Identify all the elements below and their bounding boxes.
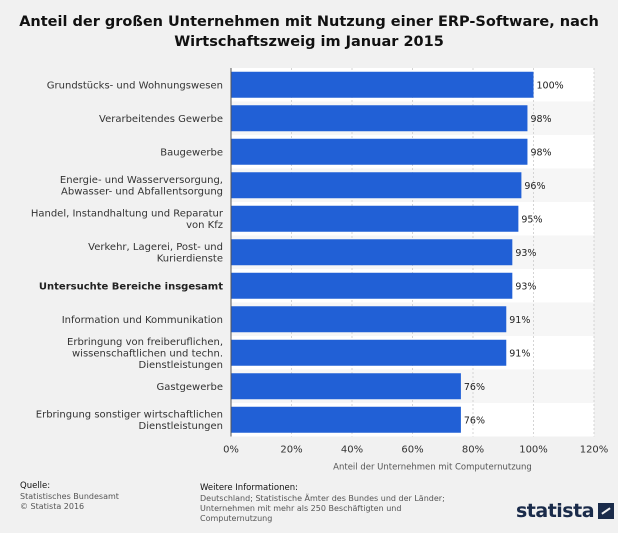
bar-0 bbox=[231, 71, 534, 98]
value-label-7: 91% bbox=[509, 315, 530, 326]
value-label-6: 93% bbox=[515, 281, 536, 292]
value-label-3: 96% bbox=[524, 181, 545, 192]
footer: Quelle: Statistisches Bundesamt © Statis… bbox=[0, 478, 618, 533]
category-label-9-0: Gastgewerbe bbox=[157, 382, 223, 393]
bar-9 bbox=[231, 373, 461, 400]
x-tick-labels: 0% 20% 40% 60% 80% 100% 120% bbox=[223, 445, 608, 456]
value-label-10: 76% bbox=[464, 415, 485, 426]
category-label-2-0: Baugewerbe bbox=[160, 147, 223, 158]
x-tick-label-2: 40% bbox=[341, 445, 363, 456]
category-label-8-2: Dienstleistungen bbox=[139, 360, 223, 371]
category-label-10-0: Erbringung sonstiger wirtschaftlichen bbox=[36, 410, 223, 421]
statista-logo-icon bbox=[598, 503, 615, 519]
bar-4 bbox=[231, 205, 519, 232]
category-label-5-0: Verkehr, Lagerei, Post- und bbox=[88, 242, 223, 253]
category-label-8-0: Erbringung von freiberuflichen, bbox=[67, 337, 223, 348]
category-label-6-0: Untersuchte Bereiche insgesamt bbox=[39, 281, 223, 292]
bars bbox=[231, 71, 534, 433]
value-label-0: 100% bbox=[537, 80, 564, 91]
x-tick-label-4: 80% bbox=[462, 445, 484, 456]
x-tick-label-5: 100% bbox=[519, 445, 548, 456]
bar-3 bbox=[231, 172, 522, 199]
source-label: Quelle: bbox=[20, 481, 51, 491]
bar-2 bbox=[231, 138, 528, 165]
statista-logo-text: statista bbox=[516, 500, 595, 522]
info-label: Weitere Informationen: bbox=[200, 483, 298, 493]
value-label-5: 93% bbox=[515, 248, 536, 259]
x-tick-label-1: 20% bbox=[280, 445, 302, 456]
value-label-9: 76% bbox=[464, 382, 485, 393]
category-label-3-1: Abwasser- und Abfallentsorgung bbox=[61, 187, 223, 198]
category-label-5-1: Kurierdienste bbox=[157, 254, 223, 265]
statista-logo[interactable]: statista bbox=[516, 498, 615, 524]
x-tick-label-0: 0% bbox=[223, 445, 239, 456]
chart-title-line-1: Anteil der großen Unternehmen mit Nutzun… bbox=[19, 14, 599, 30]
category-label-10-1: Dienstleistungen bbox=[139, 421, 223, 432]
x-tick-label-3: 60% bbox=[401, 445, 423, 456]
category-label-3-0: Energie- und Wasserversorgung, bbox=[60, 175, 223, 186]
chart-title: Anteil der großen Unternehmen mit Nutzun… bbox=[0, 12, 618, 52]
value-label-8: 91% bbox=[509, 348, 530, 359]
bar-8 bbox=[231, 339, 507, 366]
value-labels: 100% 98% 98% 96% 95% 93% 93% 91% 91% 76% 76% bbox=[464, 80, 564, 426]
category-label-8-1: wissenschaftlichen und techn. bbox=[72, 348, 223, 359]
bar-chart: 100% 98% 98% 96% 95% 93% 93% 91% 91% 76% 76% Grund… bbox=[31, 68, 608, 473]
value-label-4: 95% bbox=[521, 214, 542, 225]
source-line-1: Statistisches Bundesamt bbox=[20, 492, 119, 501]
x-tick-label-6: 120% bbox=[580, 445, 609, 456]
category-label-0-0: Grundstücks- und Wohnungswesen bbox=[47, 80, 223, 91]
chart-title-line-2: Wirtschaftszweig im Januar 2015 bbox=[174, 34, 444, 50]
bar-1 bbox=[231, 105, 528, 132]
category-label-1-0: Verarbeitendes Gewerbe bbox=[99, 114, 223, 125]
category-label-4-0: Handel, Instandhaltung und Reparatur bbox=[31, 209, 224, 220]
bar-10 bbox=[231, 406, 461, 433]
bar-6 bbox=[231, 272, 513, 299]
x-axis-label: Anteil der Unternehmen mit Computernutzu… bbox=[333, 463, 532, 473]
source-line-2: © Statista 2016 bbox=[20, 502, 85, 511]
bar-7 bbox=[231, 306, 507, 333]
bar-5 bbox=[231, 239, 513, 266]
info-text: Deutschland; Statistische Ämter des Bund… bbox=[200, 494, 445, 523]
category-label-4-1: von Kfz bbox=[186, 220, 223, 231]
category-labels: Grundstücks- und Wohnungswesen Verarbeite… bbox=[31, 80, 224, 432]
category-label-7-0: Information und Kommunikation bbox=[62, 315, 223, 326]
value-label-1: 98% bbox=[530, 114, 551, 125]
value-label-2: 98% bbox=[530, 147, 551, 158]
